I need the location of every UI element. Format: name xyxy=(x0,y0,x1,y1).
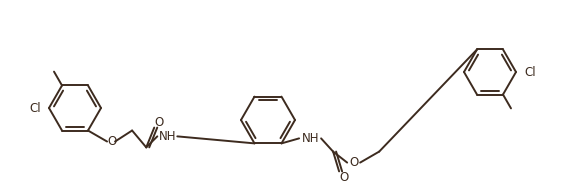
Text: Cl: Cl xyxy=(524,66,536,79)
Text: NH: NH xyxy=(158,130,176,143)
Text: Cl: Cl xyxy=(29,101,41,114)
Text: O: O xyxy=(350,156,359,169)
Text: O: O xyxy=(155,116,164,129)
Text: NH: NH xyxy=(302,132,320,145)
Text: O: O xyxy=(339,171,349,184)
Text: O: O xyxy=(108,135,117,148)
